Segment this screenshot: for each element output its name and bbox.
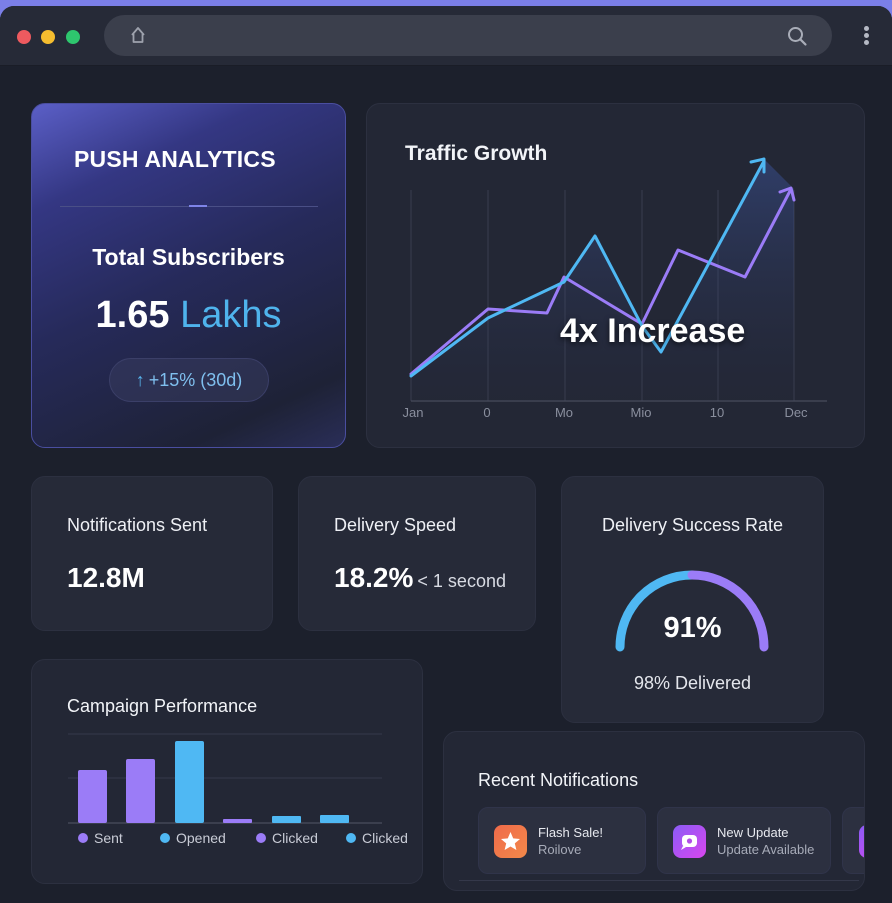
legend-swatch (346, 833, 356, 843)
legend-item: Opened (160, 830, 226, 846)
kebab-menu-icon[interactable] (860, 26, 872, 50)
home-icon[interactable] (128, 25, 148, 45)
subscribers-unit: Lakhs (180, 294, 282, 336)
legend-label: Sent (94, 830, 123, 846)
traffic-title: Traffic Growth (405, 142, 548, 165)
x-tick: Mo (554, 405, 574, 420)
legend-item: Clicked (256, 830, 318, 846)
traffic-growth-card: Traffic Growth 4x Increase Jan 0 Mo Mio … (366, 103, 865, 448)
subscribers-card: PUSH ANALYTICS Total Subscribers 1.65 La… (31, 103, 346, 448)
search-icon[interactable] (786, 25, 808, 47)
notification-title: Flash Sale! (538, 825, 604, 840)
notifications-sent-card: Notifications Sent 12.8M (31, 476, 273, 631)
notifications-sent-value: 12.8M (67, 562, 145, 593)
subscribers-number: 1.65 (95, 294, 170, 336)
subscribers-label: Total Subscribers (92, 244, 285, 270)
notification-item[interactable] (842, 807, 864, 874)
star-icon (494, 825, 527, 858)
legend-label: Clicked (362, 830, 408, 846)
delivery-speed-number: 18.2% (334, 562, 414, 593)
recent-notifications-title: Recent Notifications (478, 770, 639, 790)
browser-window: PUSH ANALYTICS Total Subscribers 1.65 La… (0, 6, 892, 903)
growth-annotation: 4x Increase (560, 312, 746, 350)
address-bar[interactable] (104, 15, 832, 56)
maximize-window-button[interactable] (66, 30, 80, 44)
legend-swatch (78, 833, 88, 843)
legend-item: Clicked (346, 830, 408, 846)
recent-notifications-card: Recent Notifications Flash Sale! Roilove… (443, 731, 865, 891)
legend-label: Opened (176, 830, 226, 846)
notification-item[interactable]: New Update Update Available (657, 807, 831, 874)
divider-mark (189, 205, 207, 207)
divider (459, 880, 859, 881)
delivery-success-value: 91% (663, 612, 722, 644)
close-window-button[interactable] (17, 30, 31, 44)
legend-swatch (256, 833, 266, 843)
delivery-success-title: Delivery Success Rate (601, 515, 784, 535)
x-tick: Jan (402, 405, 424, 420)
app-title: PUSH ANALYTICS (74, 146, 276, 172)
x-tick: 10 (709, 405, 725, 420)
legend-label: Clicked (272, 830, 318, 846)
minimize-window-button[interactable] (41, 30, 55, 44)
success-gauge (615, 570, 769, 652)
legend-swatch (160, 833, 170, 843)
delivery-speed-value: 18.2% < 1 second (334, 562, 506, 594)
campaign-bar-chart (68, 733, 382, 824)
update-icon (673, 825, 706, 858)
delivered-label: 98% Delivered (633, 673, 752, 693)
app-icon (859, 825, 864, 858)
browser-titlebar (0, 6, 892, 66)
campaign-performance-card: Campaign Performance Sent Opened Clicked… (31, 659, 423, 884)
delivery-speed-sub: < 1 second (417, 571, 506, 591)
campaign-title: Campaign Performance (67, 696, 258, 716)
growth-badge: ↑ +15% (30d) (109, 358, 269, 402)
traffic-line-chart (409, 157, 827, 402)
delivery-speed-card: Delivery Speed 18.2% < 1 second (298, 476, 536, 631)
notification-item[interactable]: Flash Sale! Roilove (478, 807, 646, 874)
delivery-success-card: Delivery Success Rate 91% 98% Delivered (561, 476, 824, 723)
x-tick: 0 (483, 405, 491, 420)
notification-subtitle: Roilove (538, 842, 582, 857)
x-tick: Dec (784, 405, 808, 420)
subscribers-value: 1.65 Lakhs (32, 294, 345, 337)
delivery-speed-label: Delivery Speed (334, 515, 457, 535)
notification-subtitle: Update Available (717, 842, 815, 857)
x-tick: Mio (630, 405, 652, 420)
notification-title: New Update (717, 825, 789, 840)
arrow-up-icon: ↑ (135, 370, 145, 390)
growth-text: +15% (30d) (148, 370, 243, 390)
notifications-sent-label: Notifications Sent (67, 515, 208, 535)
legend-item: Sent (78, 830, 123, 846)
